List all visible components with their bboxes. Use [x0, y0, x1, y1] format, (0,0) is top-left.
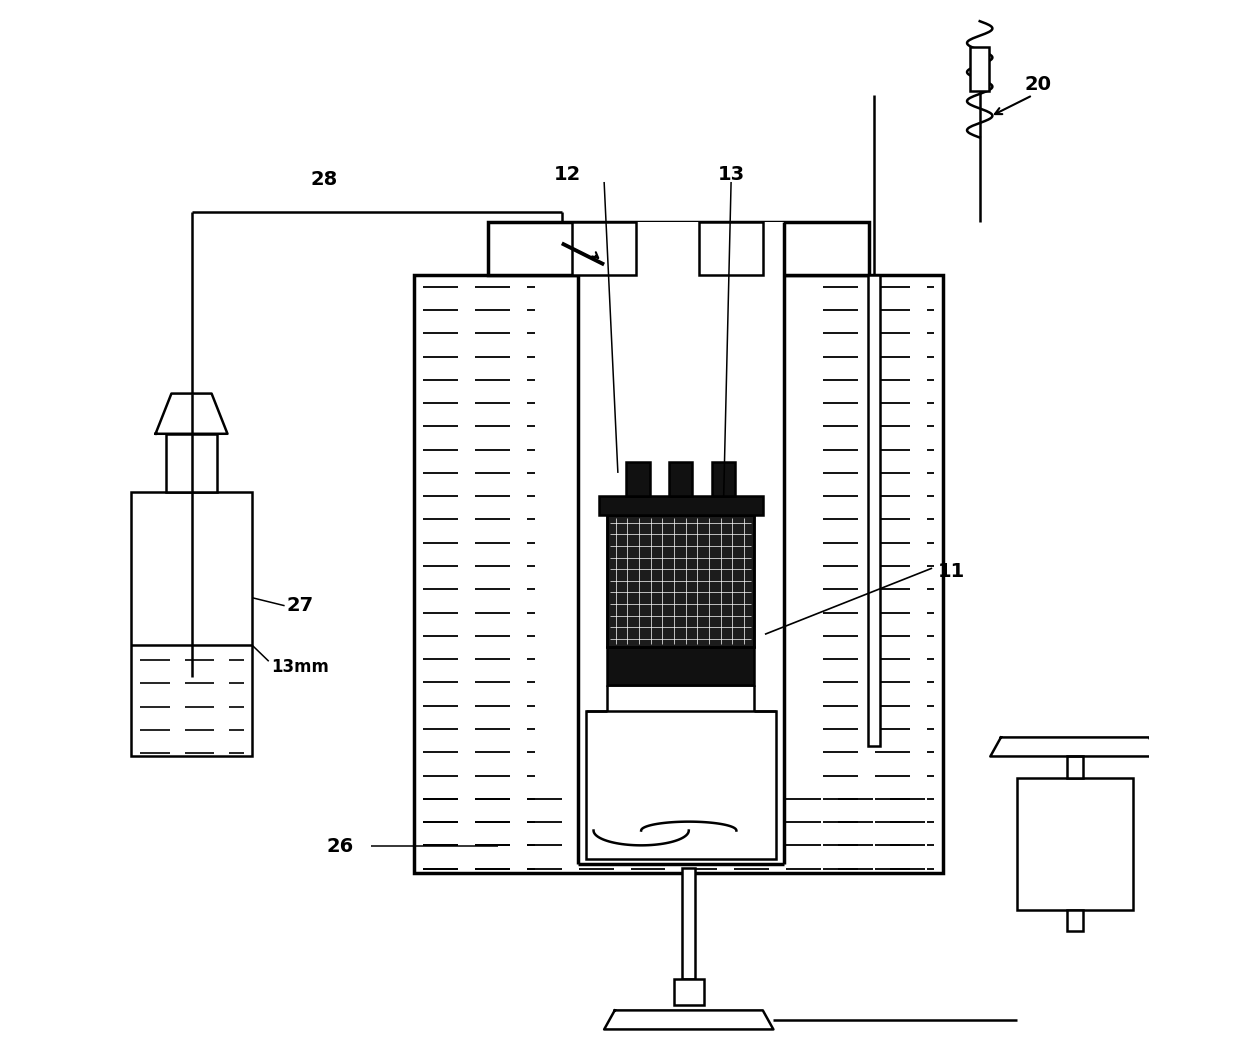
Polygon shape	[991, 737, 1159, 756]
Bar	[699, 222, 763, 275]
Bar	[608, 647, 754, 685]
Text: 20: 20	[1024, 75, 1052, 94]
Text: 13: 13	[718, 165, 745, 184]
Bar	[573, 222, 636, 275]
Bar	[682, 868, 696, 979]
Text: 28: 28	[310, 170, 337, 189]
Bar	[166, 434, 217, 492]
Bar	[130, 492, 253, 756]
Bar	[675, 979, 703, 1005]
Bar	[578, 222, 784, 864]
Bar	[487, 222, 869, 275]
Text: 26: 26	[326, 837, 353, 856]
Bar	[608, 515, 754, 647]
Text: 27: 27	[286, 596, 314, 615]
Bar	[868, 275, 880, 746]
Bar	[599, 496, 763, 515]
Text: 11: 11	[937, 562, 965, 581]
Bar	[587, 711, 775, 859]
Text: 12: 12	[553, 165, 580, 184]
Bar	[608, 515, 754, 647]
Bar	[670, 462, 692, 496]
Text: 13mm: 13mm	[270, 658, 329, 676]
Bar	[626, 462, 650, 496]
Polygon shape	[604, 1010, 774, 1029]
Bar	[1066, 910, 1083, 931]
Bar	[1066, 756, 1083, 778]
Bar	[1017, 778, 1133, 910]
Bar	[712, 462, 735, 496]
Bar	[970, 47, 990, 91]
Polygon shape	[155, 394, 227, 434]
Bar	[414, 275, 942, 873]
